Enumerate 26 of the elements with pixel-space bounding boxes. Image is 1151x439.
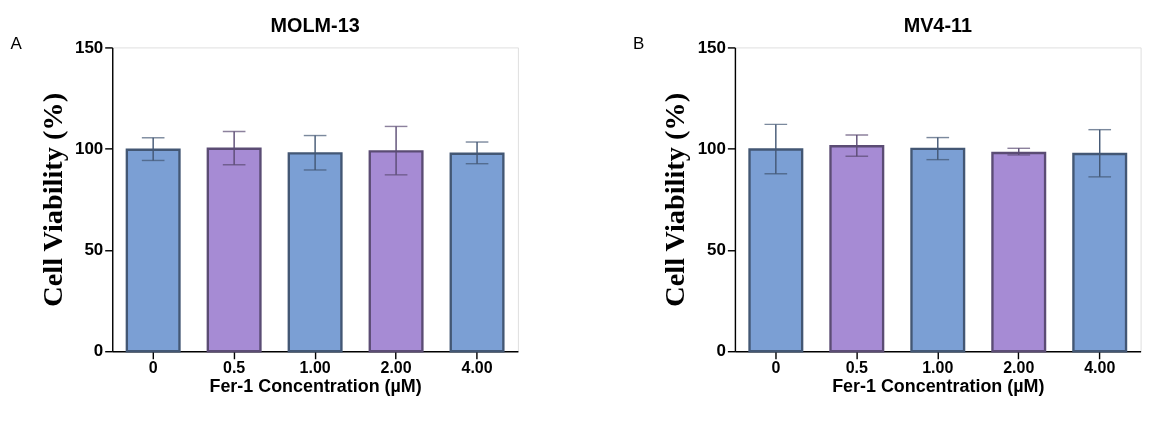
y-tick-label: 150: [74, 37, 104, 57]
chart-title: MOLM-13: [270, 14, 360, 37]
chart-title: MV4-11: [903, 14, 972, 37]
y-tick-label: 100: [697, 138, 726, 158]
y-tick-label: 100: [74, 138, 104, 158]
x-tick-label: 2.00: [380, 358, 412, 377]
y-axis-title: Cell Viability (%): [659, 92, 691, 307]
x-tick-label: 4.00: [461, 358, 493, 377]
x-axis-title: Fer-1 Concentration (µM): [832, 376, 1045, 397]
y-tick-label: 50: [84, 240, 104, 260]
y-tick-label: 150: [697, 37, 726, 57]
text: A: [10, 34, 23, 54]
x-tick-label: 1.00: [299, 358, 331, 377]
y-tick-label: 0: [716, 341, 726, 361]
y-tick-label: 50: [707, 240, 726, 260]
x-tick-label: 0.5: [223, 358, 246, 377]
x-tick-label: 1.00: [922, 358, 954, 377]
x-tick-label: 0: [771, 358, 781, 377]
x-tick-label: 0.5: [845, 358, 869, 377]
x-axis-title: Fer-1 Concentration (µM): [209, 376, 422, 397]
y-axis-title: Cell Viability (%): [36, 92, 68, 307]
y-tick-label: 0: [93, 341, 104, 361]
x-tick-label: 4.00: [1084, 358, 1116, 377]
x-tick-label: 2.00: [1003, 358, 1035, 377]
text: B: [633, 34, 645, 54]
x-tick-label: 0: [148, 358, 158, 377]
